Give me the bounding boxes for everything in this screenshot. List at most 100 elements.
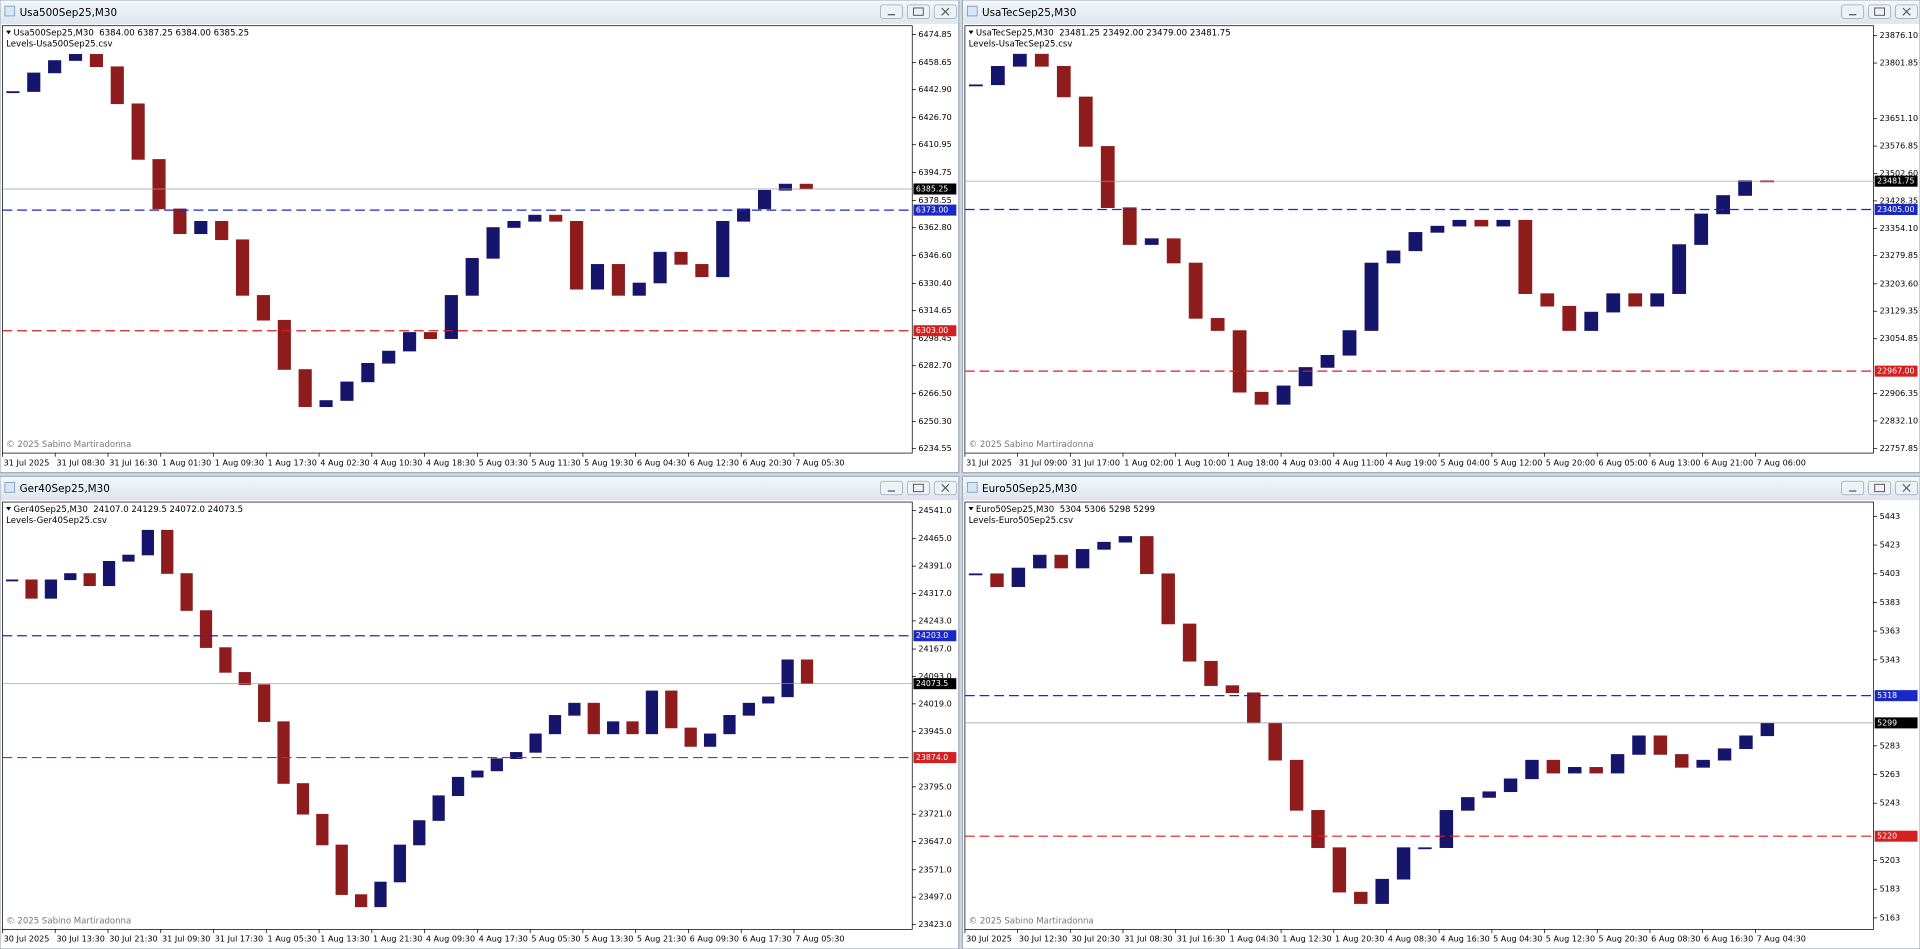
candle [173,208,187,235]
candle [361,362,375,383]
x-tick-label: 30 Jul 2025 [966,934,1012,944]
plot-area [2,501,913,930]
maximize-button[interactable] [1868,4,1891,19]
price-label: 6385.25 [916,184,948,193]
price-label: 23874.0 [916,753,948,762]
candle [1011,567,1026,587]
candle [403,332,417,352]
maximize-button[interactable] [906,4,930,19]
x-tick-label: 5 Aug 12:30 [1546,934,1595,944]
candle [486,227,500,259]
candle [645,690,659,735]
candle [298,369,312,408]
candle [490,758,503,772]
y-tick-label: 5383 [1880,597,1901,607]
candle [1289,759,1304,811]
minimize-button[interactable] [1841,4,1865,19]
y-tick-label: 6458.65 [918,57,951,67]
y-tick-label: 5243 [1880,798,1901,808]
price-label-box [1874,203,1918,216]
candle [1546,759,1561,774]
x-tick-label: 5 Aug 13:30 [584,934,633,944]
price-label-box [913,752,957,764]
candle [762,696,775,704]
y-tick-label: 6298.45 [918,333,951,343]
candle [695,264,709,278]
minimize-button[interactable] [880,480,903,496]
candle [1717,748,1732,761]
x-tick-label: 6 Aug 08:30 [1651,934,1700,944]
y-tick-label: 6394.75 [918,167,951,177]
minimize-button[interactable] [880,4,903,19]
candle [1033,554,1047,569]
title-bar [0,0,959,24]
candle [529,733,542,753]
candle [757,189,772,210]
y-tick-label: 23129.35 [1880,306,1919,316]
x-tick-label: 6 Aug 16:30 [1704,934,1753,944]
x-tick-label: 5 Aug 20:00 [1546,457,1595,467]
maximize-button[interactable] [906,480,930,496]
y-tick-label: 5163 [1880,912,1901,922]
candle [131,103,145,160]
x-tick-label: 30 Jul 12:30 [1019,934,1067,944]
candle [1716,195,1731,215]
price-label: 24073.5 [916,679,948,688]
y-tick-label: 23647.0 [918,836,951,846]
x-tick-label: 5 Aug 04:30 [1493,934,1542,944]
button-glyph [941,7,950,16]
candle [590,264,605,290]
copyright: © 2025 Sabino Martiradonna [6,440,131,450]
chart-info: Euro50Sep25,M30 5304 5306 5298 5299 [976,505,1155,515]
window-title: Usa500Sep25,M30 [20,7,118,19]
maximize-button[interactable] [1868,480,1891,496]
x-tick-label: 5 Aug 12:00 [1493,457,1542,467]
x-tick-label: 6 Aug 12:30 [690,457,739,467]
candle [277,319,291,370]
x-tick-label: 6 Aug 21:00 [1704,457,1753,467]
candle [968,84,983,87]
candle [1122,207,1137,245]
candle [1408,232,1423,252]
candle [1225,685,1240,694]
x-tick-label: 5 Aug 21:30 [637,934,686,944]
candle [1056,66,1071,98]
y-tick-label: 23279.85 [1880,250,1919,260]
price-label: 24203.0 [916,631,948,640]
button-glyph [941,483,950,493]
copyright: © 2025 Sabino Martiradonna [969,440,1094,450]
x-tick-label: 6 Aug 13:00 [1651,457,1700,467]
candle [968,573,983,576]
minimize-button[interactable] [1841,480,1865,496]
x-tick-label: 1 Aug 12:30 [1282,934,1331,944]
y-tick-label: 23945.0 [918,726,951,736]
candle [800,659,814,684]
candle [510,752,523,759]
collapse-arrow [6,506,12,511]
candle [1474,219,1489,227]
x-tick-label: 31 Jul 2025 [4,457,50,467]
y-tick-label: 23423.0 [918,919,951,929]
candle [1268,722,1282,761]
x-tick-label: 30 Jul 20:30 [1072,934,1120,944]
candle [122,554,135,562]
y-tick-label: 5203 [1880,855,1901,865]
candle [723,715,736,735]
candle [1034,53,1049,67]
y-tick-label: 5183 [1880,884,1901,894]
candle [737,208,751,222]
y-tick-label: 23428.35 [1880,195,1919,205]
candle [1653,735,1668,755]
candle [1610,754,1625,774]
x-tick-label: 7 Aug 05:30 [795,457,844,467]
collapse-arrow [968,30,974,35]
x-tick-label: 31 Jul 17:00 [1072,457,1120,467]
levels-file: Levels-UsaTecSep25.csv [969,40,1073,50]
candle [1054,554,1068,569]
plot-area [964,501,1874,930]
y-tick-label: 5283 [1880,740,1901,750]
x-tick-label: 31 Jul 08:30 [1124,934,1172,944]
y-tick-label: 23721.0 [918,809,951,819]
x-tick-label: 6 Aug 20:30 [742,457,791,467]
x-tick-label: 31 Jul 16:30 [109,457,157,467]
